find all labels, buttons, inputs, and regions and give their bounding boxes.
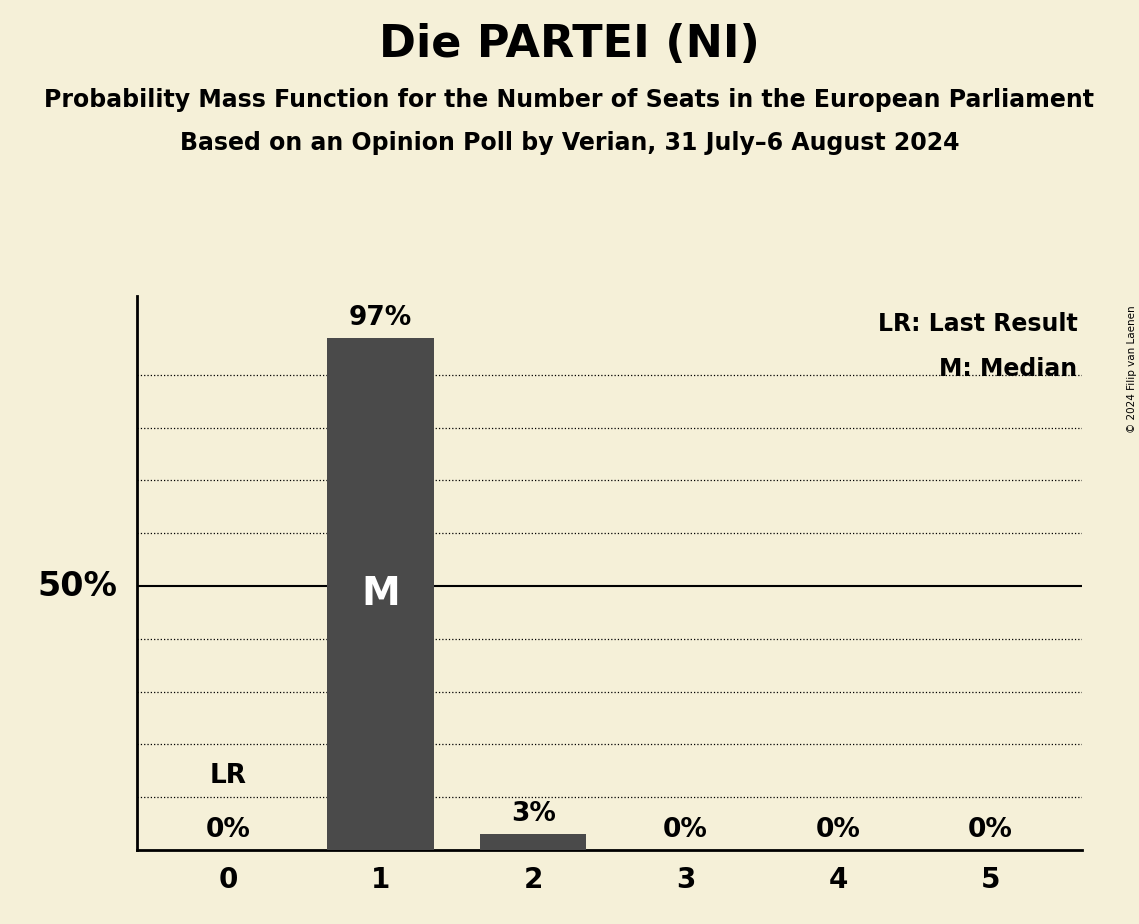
Text: M: Median: M: Median	[940, 357, 1077, 381]
Text: 0%: 0%	[968, 817, 1013, 844]
Bar	[480, 834, 587, 850]
Text: 0%: 0%	[206, 817, 251, 844]
Bar	[327, 338, 434, 850]
Text: 0%: 0%	[663, 817, 708, 844]
Text: Based on an Opinion Poll by Verian, 31 July–6 August 2024: Based on an Opinion Poll by Verian, 31 J…	[180, 131, 959, 155]
Text: Die PARTEI (NI): Die PARTEI (NI)	[379, 23, 760, 67]
Text: 3%: 3%	[510, 801, 556, 827]
Text: LR: LR	[210, 763, 247, 789]
Text: LR: Last Result: LR: Last Result	[877, 312, 1077, 336]
Text: 50%: 50%	[38, 569, 117, 602]
Text: 0%: 0%	[816, 817, 861, 844]
Text: M: M	[361, 575, 400, 613]
Text: © 2024 Filip van Laenen: © 2024 Filip van Laenen	[1126, 306, 1137, 433]
Text: 97%: 97%	[349, 305, 412, 331]
Text: Probability Mass Function for the Number of Seats in the European Parliament: Probability Mass Function for the Number…	[44, 88, 1095, 112]
